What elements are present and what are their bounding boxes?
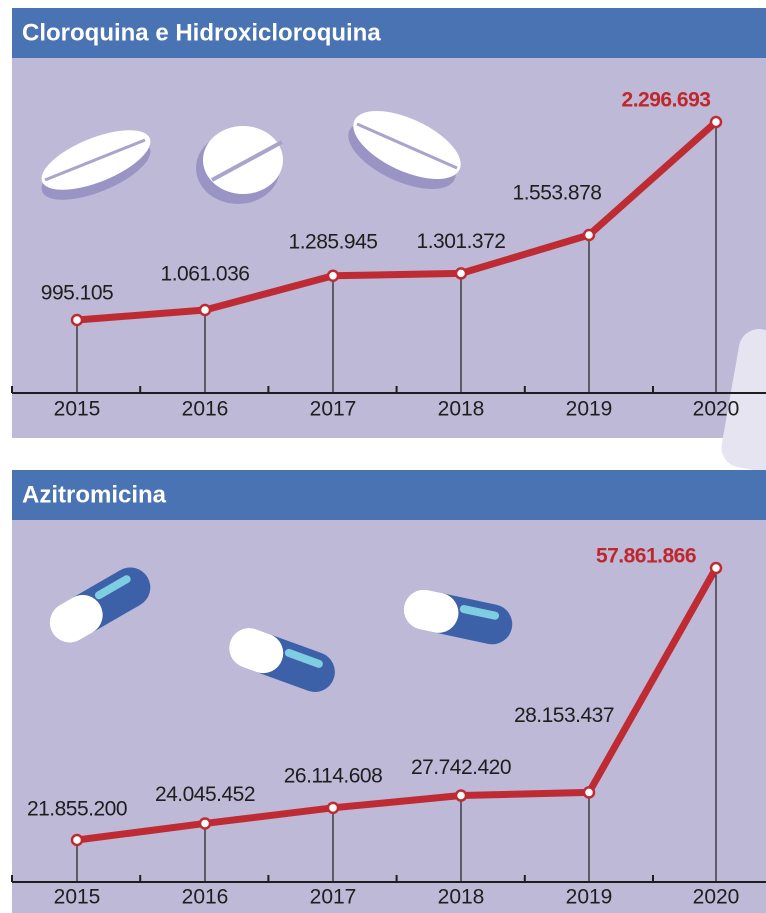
x-tick-label: 2017	[310, 398, 357, 421]
x-tick-label: 2017	[310, 886, 357, 909]
data-point	[200, 818, 210, 828]
data-point	[584, 787, 594, 797]
chart-title: Cloroquina e Hidroxicloroquina	[22, 19, 381, 46]
x-tick-label: 2016	[182, 398, 229, 421]
value-label: 1.285.945	[289, 230, 378, 253]
value-label: 28.153.437	[514, 704, 614, 727]
value-label: 1.553.878	[513, 182, 602, 205]
data-point	[456, 268, 466, 278]
data-point	[584, 230, 594, 240]
x-tick-label: 2015	[54, 886, 101, 909]
panel-bg	[12, 8, 766, 438]
x-tick-label: 2015	[54, 398, 101, 421]
data-point	[328, 803, 338, 813]
value-label: 26.114.608	[284, 764, 383, 787]
x-tick-label: 2018	[438, 398, 485, 421]
value-label: 21.855.200	[27, 798, 127, 821]
data-point	[72, 835, 82, 845]
x-tick-label: 2020	[693, 886, 740, 909]
data-point	[72, 315, 82, 325]
value-label: 995.105	[41, 282, 113, 305]
infographic: Cloroquina e Hidroxicloroquina 2015 2016 20…	[0, 0, 766, 913]
x-tick-label: 2016	[182, 886, 229, 909]
chart-title: Azitromicina	[22, 481, 167, 508]
data-point	[711, 563, 721, 573]
data-point	[711, 117, 721, 127]
panel-bg	[12, 470, 766, 913]
value-label: 1.061.036	[161, 263, 250, 286]
x-tick-label: 2019	[566, 398, 613, 421]
x-tick-label: 2019	[566, 886, 613, 909]
x-tick-label: 2020	[693, 398, 740, 421]
value-label: 27.742.420	[411, 756, 511, 779]
data-point	[200, 305, 210, 315]
value-label: 24.045.452	[155, 783, 255, 806]
data-point	[456, 791, 466, 801]
value-label: 1.301.372	[417, 230, 506, 253]
x-tick-label: 2018	[438, 886, 485, 909]
data-point	[328, 271, 338, 281]
value-label: 57.861.866	[596, 545, 696, 568]
value-label: 2.296.693	[622, 89, 711, 112]
